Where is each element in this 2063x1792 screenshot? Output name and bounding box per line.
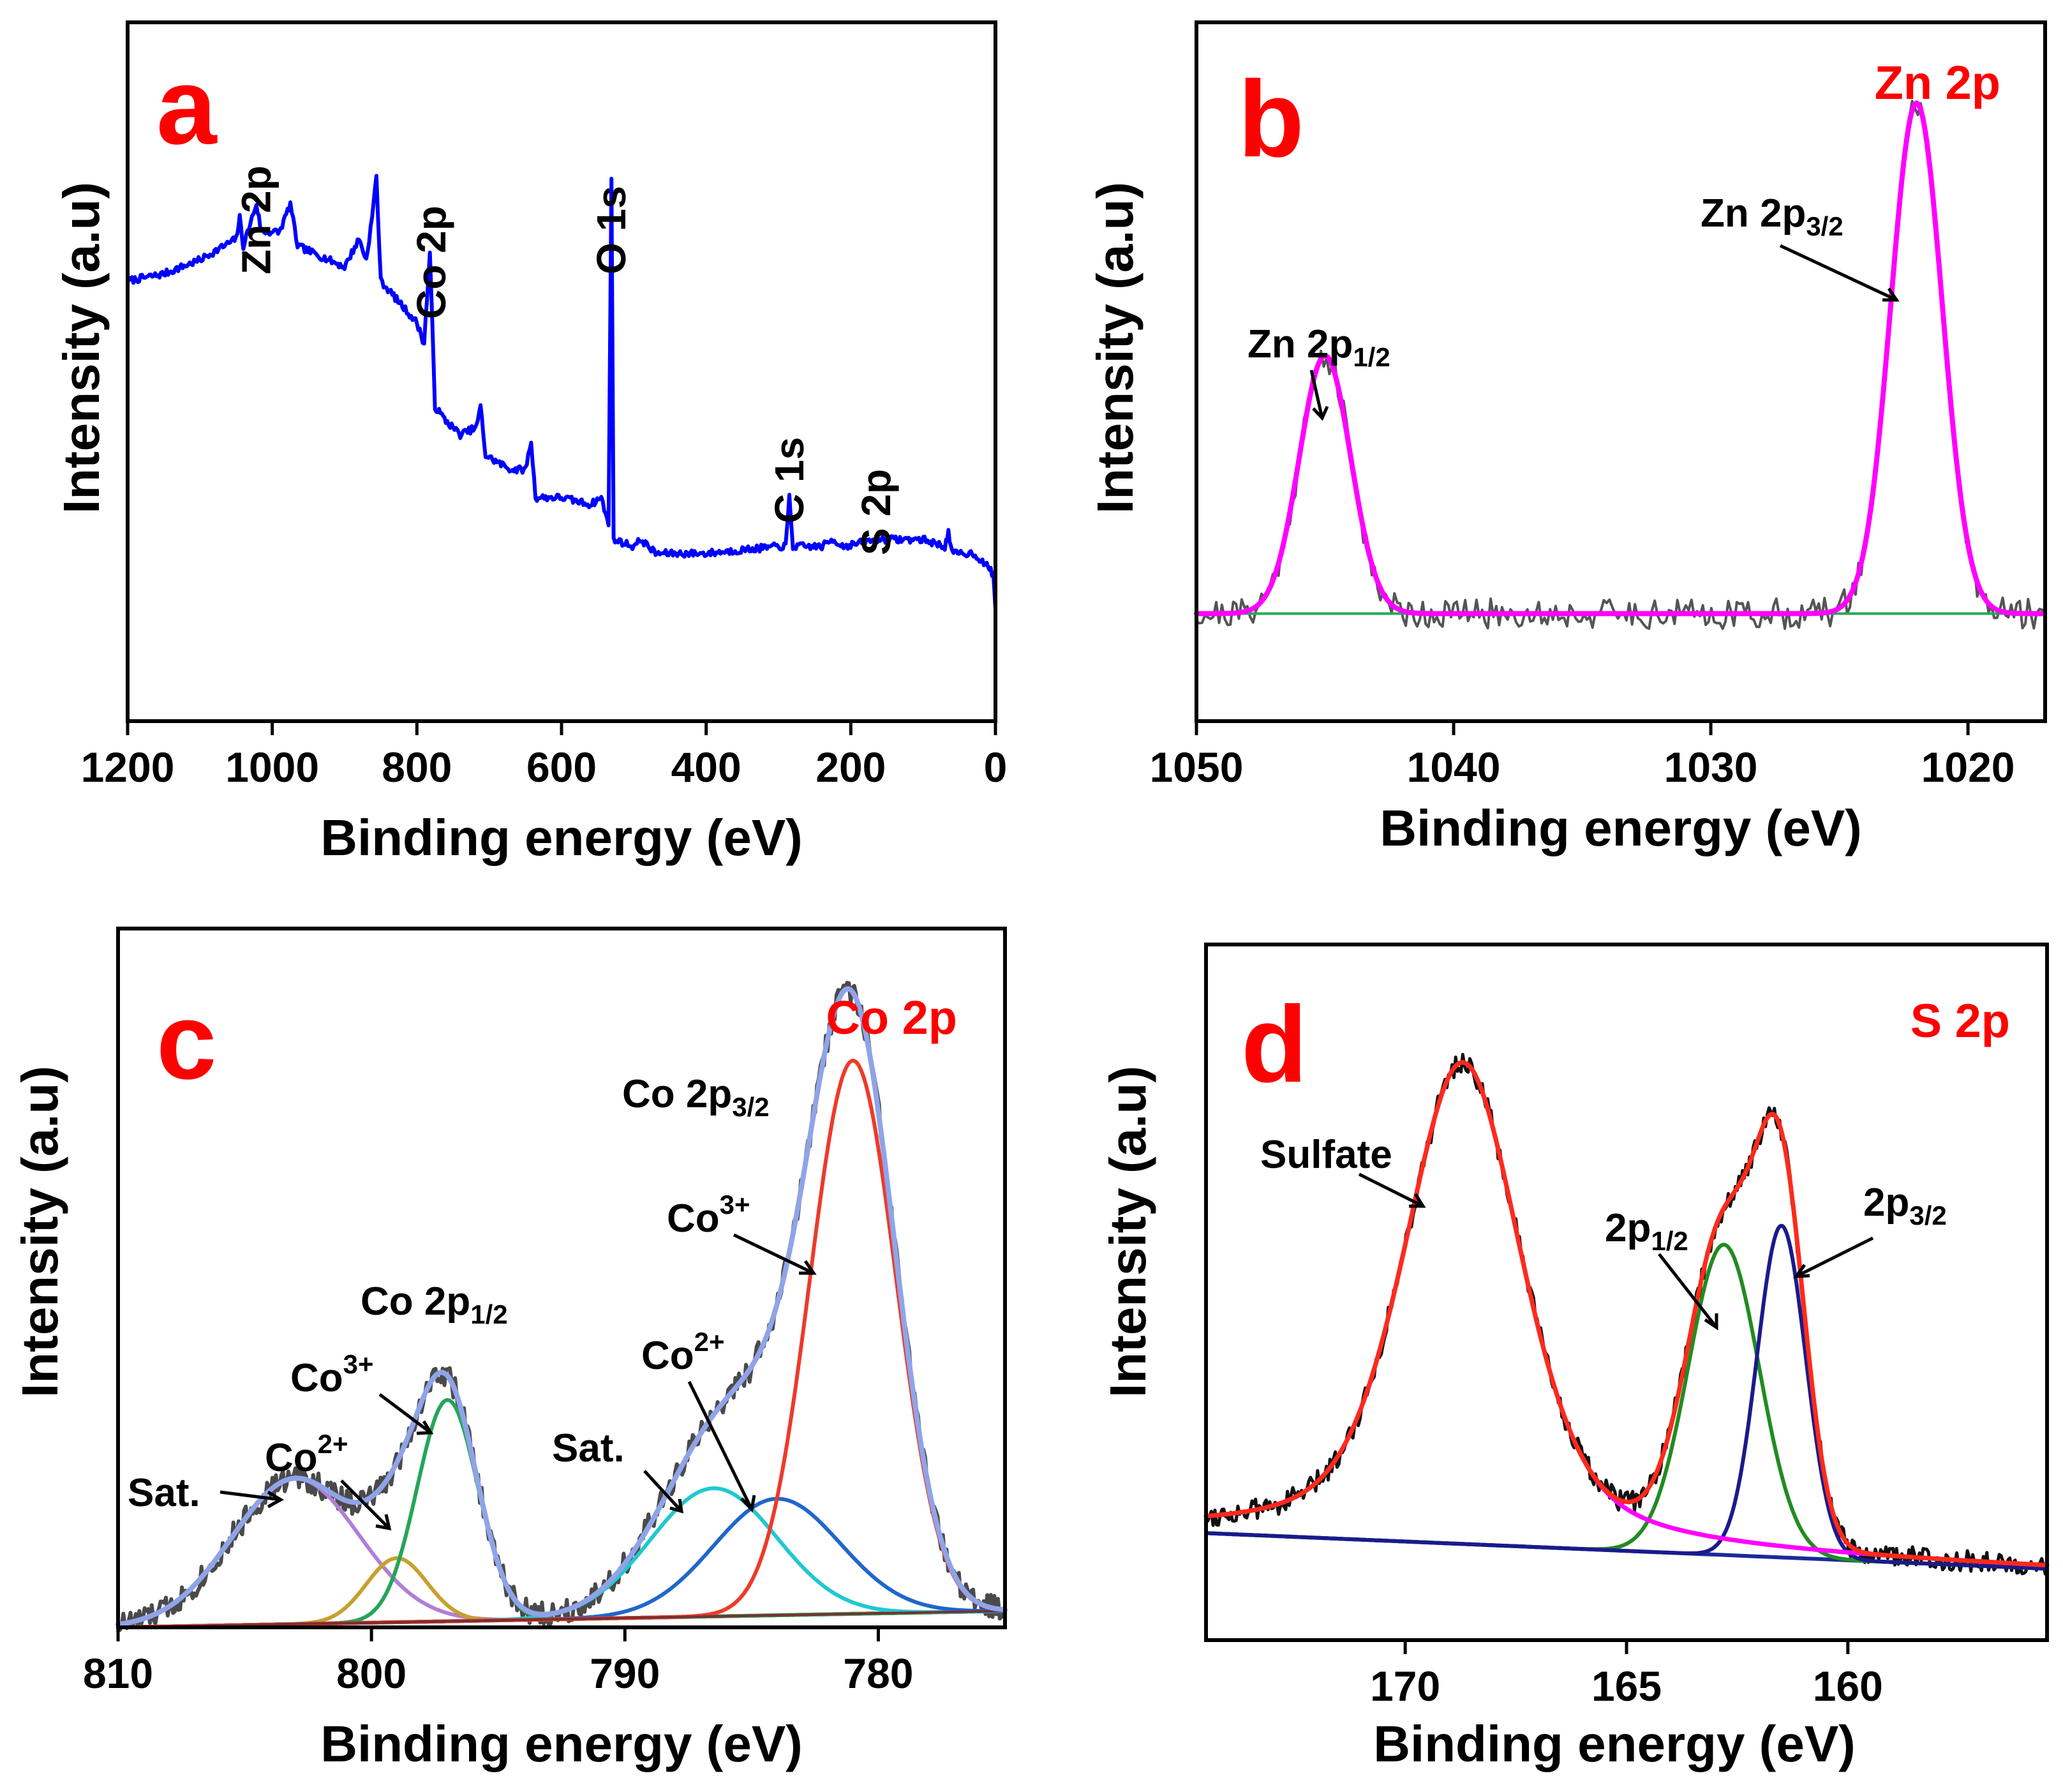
annotation-co2-left: Co2+ xyxy=(265,1429,348,1480)
arrow-2p-3-2 xyxy=(1792,1236,1874,1278)
annotation-sulfate: Sulfate xyxy=(1260,1133,1392,1177)
panel-d-plot xyxy=(1203,1052,2050,1576)
arrow-zn-2p-3-2 xyxy=(1779,244,1900,302)
annotation-2p-3-2: 2p3/2 xyxy=(1863,1181,1947,1230)
panel-a: Intensity (a.u) 1200 1000 800 600 400 200 0 Bi… xyxy=(53,20,1008,866)
panel-b-letter: b xyxy=(1238,59,1304,180)
annotation-zn-2p-1-2: Zn 2p1/2 xyxy=(1247,322,1390,372)
panel-a-x-ticks: 1200 1000 800 600 400 200 0 xyxy=(81,721,1008,791)
arrow-sat-left xyxy=(220,1490,285,1509)
peak-label: C 1s xyxy=(766,437,812,523)
panel-b: Intensity (a.u) 1050 1040 1030 1020 Binding… xyxy=(1087,20,2047,856)
panel-b-title: Zn 2p xyxy=(1875,56,2000,109)
panel-d-letter: d xyxy=(1241,984,1307,1105)
panel-d-title: S 2p xyxy=(1910,994,2010,1047)
component-line xyxy=(116,1059,1007,1629)
arrow-zn-2p-1-2 xyxy=(1309,370,1329,421)
annotation-co-2p-3-2: Co 2p3/2 xyxy=(622,1072,770,1122)
panel-b-xlabel: Binding energy (eV) xyxy=(1380,800,1862,856)
panel-c: Intensity (a.u) 810 800 790 780 Binding ene… xyxy=(11,927,1008,1772)
annotation-co3-left: Co3+ xyxy=(290,1349,374,1400)
panel-d-x-ticks: 170 165 160 xyxy=(1370,1640,1883,1710)
fit-envelope-line xyxy=(115,986,1008,1627)
arrow-co2-right xyxy=(687,1380,756,1513)
annotation-2p-1-2: 2p1/2 xyxy=(1605,1206,1688,1256)
panel-c-x-ticks: 810 800 790 780 xyxy=(83,1627,913,1697)
annotation-co2-right: Co2+ xyxy=(641,1327,725,1378)
peak-label: Co 2p xyxy=(408,205,454,319)
raw-data-line xyxy=(116,980,1006,1633)
component-line xyxy=(116,1476,1007,1627)
x-tick-label: 1200 xyxy=(81,743,175,791)
panel-c-xlabel: Binding energy (eV) xyxy=(320,1715,803,1772)
panel-a-letter: a xyxy=(156,46,218,167)
x-tick-label: 1030 xyxy=(1664,743,1758,791)
panel-b-frame xyxy=(1195,20,2047,723)
x-tick-label: 170 xyxy=(1370,1662,1440,1710)
arrow-co2-left xyxy=(340,1479,392,1531)
panel-c-title: Co 2p xyxy=(826,991,957,1044)
panel-a-frame xyxy=(126,20,997,723)
component-line xyxy=(1204,1223,2049,1571)
background-line xyxy=(117,1609,1006,1629)
panel-a-plot xyxy=(126,174,997,611)
annotation-zn-2p-3-2: Zn 2p3/2 xyxy=(1701,191,1843,241)
annotation-co-2p-1-2: Co 2p1/2 xyxy=(361,1280,508,1329)
fit-envelope-line xyxy=(1194,100,2047,616)
panel-c-plot xyxy=(115,980,1008,1633)
panel-b-plot xyxy=(1194,100,2047,631)
panel-d-xlabel: Binding energy (eV) xyxy=(1373,1715,1856,1772)
x-tick-label: 810 xyxy=(83,1650,153,1697)
survey-spectrum-line xyxy=(126,174,997,611)
panel-c-letter: c xyxy=(156,981,217,1102)
arrow-sat-right xyxy=(643,1470,684,1514)
x-tick-label: 780 xyxy=(843,1650,913,1697)
panel-d: Intensity (a.u) 170 165 160 Binding energy… xyxy=(1099,943,2050,1772)
fit-envelope-line xyxy=(1203,1060,2049,1568)
panel-b-ylabel: Intensity (a.u) xyxy=(1087,182,1143,514)
x-tick-label: 1000 xyxy=(225,743,319,791)
panel-b-x-ticks: 1050 1040 1030 1020 xyxy=(1150,721,2015,791)
peak-label: Zn 2p xyxy=(234,165,279,274)
panel-a-peak-labels: Zn 2p Co 2p O 1s C 1s S 2p xyxy=(234,165,899,555)
panel-c-frame xyxy=(116,927,1007,1629)
x-tick-label: 165 xyxy=(1591,1662,1662,1710)
x-tick-label: 790 xyxy=(590,1650,660,1697)
x-tick-label: 200 xyxy=(816,743,886,791)
arrow-2p-1-2 xyxy=(1658,1253,1718,1331)
x-tick-label: 160 xyxy=(1813,1662,1883,1710)
component-line xyxy=(1204,1243,2049,1571)
panel-d-frame xyxy=(1204,943,2049,1642)
x-tick-label: 800 xyxy=(382,743,452,791)
annotation-sat-right: Sat. xyxy=(552,1426,625,1470)
x-tick-label: 600 xyxy=(526,743,597,791)
x-tick-label: 1020 xyxy=(1921,743,2015,791)
panel-d-ylabel: Intensity (a.u) xyxy=(1099,1066,1156,1398)
peak-label: O 1s xyxy=(588,186,634,274)
arrow-co3-right xyxy=(733,1233,817,1275)
arrow-co3-left xyxy=(378,1393,434,1435)
arrow-sulfate xyxy=(1358,1172,1426,1208)
peak-label: S 2p xyxy=(853,469,899,555)
panel-a-ylabel: Intensity (a.u) xyxy=(53,182,110,514)
annotation-sat-left: Sat. xyxy=(128,1471,200,1515)
panel-c-ylabel: Intensity (a.u) xyxy=(11,1066,68,1398)
x-tick-label: 1050 xyxy=(1150,743,1244,791)
panel-a-xlabel: Binding energy (eV) xyxy=(320,809,803,866)
x-tick-label: 800 xyxy=(336,1650,406,1697)
x-tick-label: 400 xyxy=(671,743,741,791)
x-tick-label: 1040 xyxy=(1407,743,1501,791)
annotation-co3-right: Co3+ xyxy=(667,1190,750,1241)
x-tick-label: 0 xyxy=(984,743,1008,791)
